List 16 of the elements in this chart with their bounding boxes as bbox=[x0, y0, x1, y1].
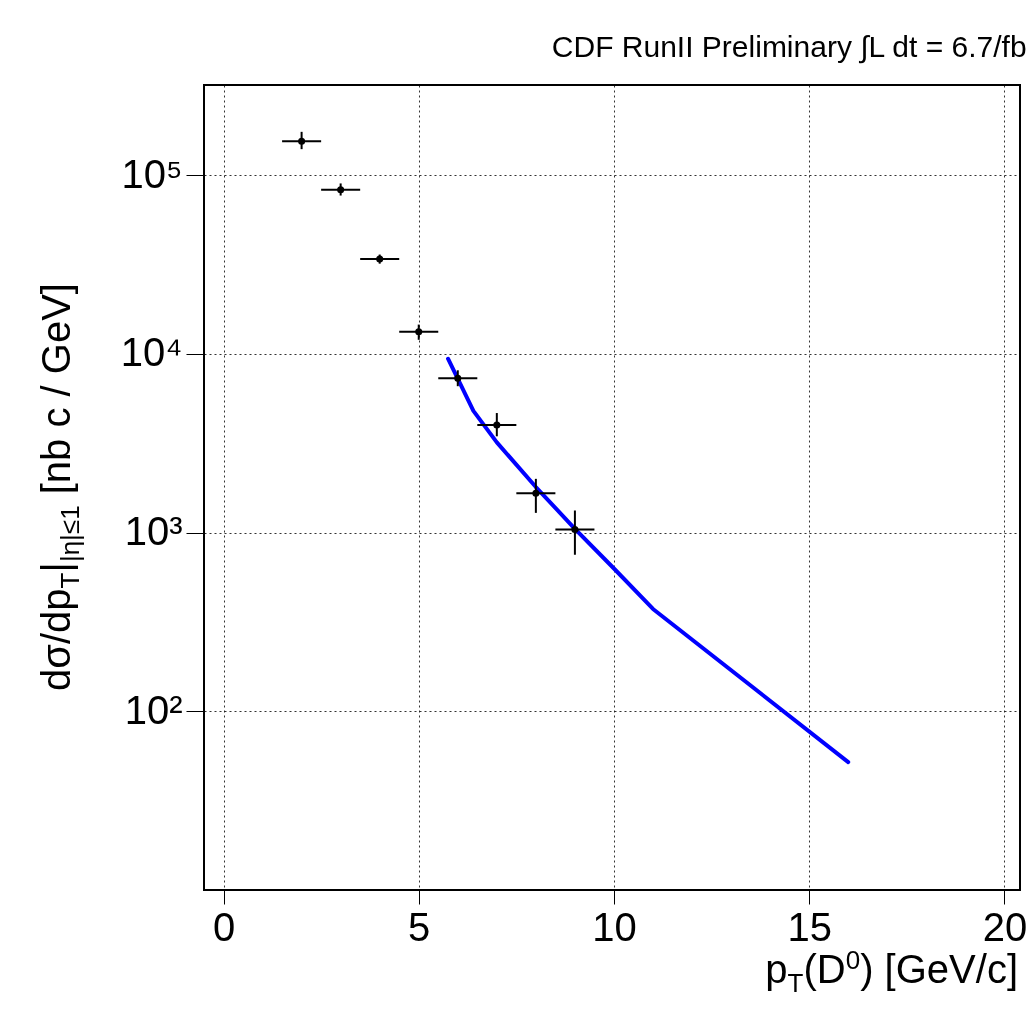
point bbox=[532, 489, 540, 497]
point bbox=[298, 137, 306, 145]
x-tick-label: 0 bbox=[212, 904, 236, 949]
point bbox=[415, 328, 423, 336]
point bbox=[337, 186, 345, 194]
x-tick-label: 10 bbox=[592, 904, 637, 949]
y-tick-label: 10² bbox=[124, 687, 183, 732]
point bbox=[493, 421, 501, 429]
x-tick-label: 5 bbox=[408, 904, 431, 949]
point bbox=[571, 526, 579, 534]
y-tick-label: 10³ bbox=[124, 509, 183, 554]
y-tick-label: 10⁵ bbox=[121, 151, 183, 196]
point bbox=[454, 374, 462, 382]
chart-title: CDF RunII Preliminary ∫L dt = 6.7/fb bbox=[551, 30, 1027, 64]
line-series bbox=[446, 356, 851, 765]
y-tick-label: 10⁴ bbox=[120, 330, 183, 375]
